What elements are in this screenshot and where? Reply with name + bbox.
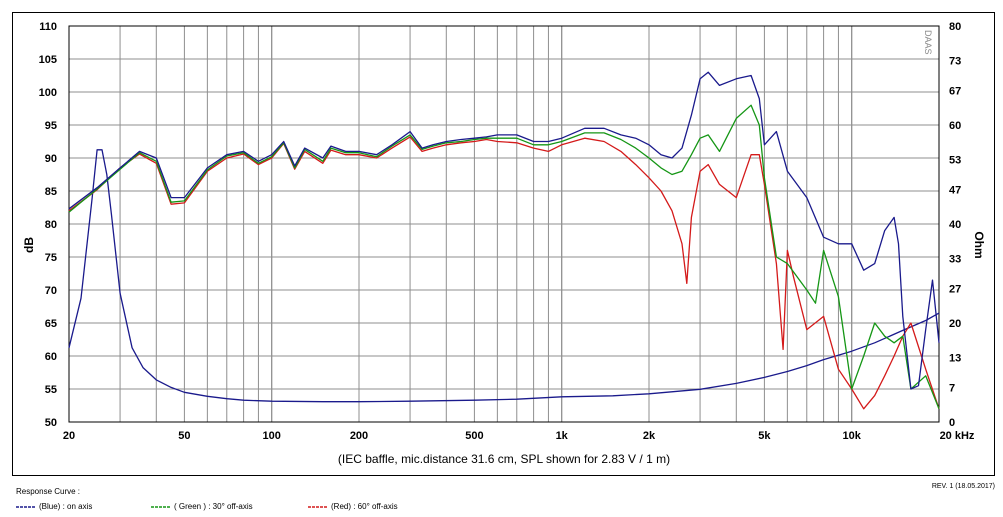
x-tick-label: 1k: [556, 430, 569, 442]
y2-tick-label: 7: [949, 382, 955, 394]
y-tick-label: 90: [45, 153, 57, 165]
x-tick-label: 500: [465, 430, 483, 442]
y-tick-label: 100: [39, 87, 57, 99]
logo-text: DAAS: [923, 30, 933, 55]
response-curve-1: [68, 104, 940, 410]
x-tick-label: 200: [350, 430, 368, 442]
y2-tick-label: 67: [949, 85, 961, 97]
y-tick-label: 70: [45, 285, 57, 297]
tick-labels: 50 55 60 65 70 75 80 85 90 95 100 105 110 0 7 13 20 27 33 4…: [39, 21, 975, 442]
y-tick-label: 80: [45, 219, 57, 231]
chart-caption: (IEC baffle, mic.distance 31.6 cm, SPL s…: [338, 452, 670, 466]
legend-swatch-blue: [16, 505, 36, 508]
y-tick-label: 60: [45, 351, 57, 363]
y2-tick-label: 73: [949, 56, 961, 68]
grid: [68, 25, 940, 423]
y2-tick-label: 53: [949, 155, 961, 167]
y2-tick-label: 0: [949, 417, 955, 429]
legend-title: Response Curve :: [16, 487, 81, 496]
x-tick-label: 5k: [758, 430, 771, 442]
y2-tick-label: 20: [949, 318, 961, 330]
curves: [68, 71, 940, 410]
revision-label: REV. 1 (18.05.2017): [931, 483, 995, 490]
y2-tick-label: 80: [949, 21, 961, 33]
y-tick-label: 50: [45, 417, 57, 429]
x-tick-label: 10k: [843, 430, 862, 442]
legend-item-red: (Red) : 60° off-axis: [308, 502, 398, 511]
legend-swatch-green: [151, 505, 171, 508]
y-tick-label: 110: [39, 21, 57, 33]
x-tick-label: 50: [178, 430, 190, 442]
y2-tick-label: 13: [949, 353, 961, 365]
y-axis-label: dB: [22, 237, 36, 253]
y2-tick-label: 47: [949, 184, 961, 196]
x-tick-label: 20 kHz: [940, 430, 975, 442]
y2-tick-label: 27: [949, 283, 961, 295]
x-tick-label: 20: [63, 430, 75, 442]
y-tick-label: 75: [45, 252, 57, 264]
x-tick-label: 2k: [643, 430, 656, 442]
frequency-response-chart: 50 55 60 65 70 75 80 85 90 95 100 105 110 0 7 13 20 27 33 4…: [22, 21, 986, 466]
y-tick-label: 65: [45, 318, 57, 330]
y2-tick-label: 40: [949, 219, 961, 231]
x-tick-label: 100: [263, 430, 281, 442]
plot-border: [68, 25, 940, 423]
response-curve-2: [68, 136, 940, 410]
legend-swatch-red: [308, 505, 328, 508]
legend-label-blue: (Blue) : on axis: [39, 502, 93, 511]
y2-axis-label: Ohm: [972, 231, 986, 258]
y-tick-label: 55: [45, 384, 57, 396]
impedance-curve: [68, 149, 940, 403]
chart-frame: 50 55 60 65 70 75 80 85 90 95 100 105 110 0 7 13 20 27 33 4…: [12, 12, 995, 476]
response-curve-0: [68, 71, 940, 390]
y-tick-label: 105: [39, 54, 57, 66]
y2-tick-label: 60: [949, 120, 961, 132]
y2-tick-label: 33: [949, 254, 961, 266]
legend-item-blue: (Blue) : on axis: [16, 502, 92, 511]
legend-label-red: (Red) : 60° off-axis: [331, 502, 398, 511]
y-tick-label: 85: [45, 186, 57, 198]
legend-item-green: ( Green ) : 30° off-axis: [151, 502, 253, 511]
y-tick-label: 95: [45, 120, 57, 132]
legend-label-green: ( Green ) : 30° off-axis: [174, 502, 253, 511]
